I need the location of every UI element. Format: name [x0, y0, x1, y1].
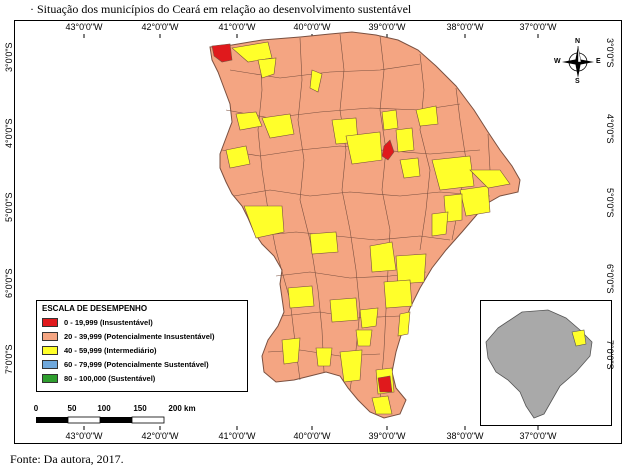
legend-swatch-salmon [42, 331, 58, 341]
south-label: S [575, 78, 580, 85]
compass-rose-icon [562, 45, 594, 78]
lon-label-bottom: 38°0'0"W [446, 431, 484, 441]
map-caption: · Situação dos municípios do Ceará em re… [30, 2, 412, 16]
lon-label-top: 40°0'0"W [293, 22, 331, 32]
legend-item: 20 - 39,999 (Potencialmente Insustentáve… [37, 329, 247, 343]
east-label: E [596, 58, 601, 65]
legend-label: 20 - 39,999 (Potencialmente Insustentáve… [64, 331, 215, 341]
scale-label: 50 [67, 404, 77, 413]
lon-label-top: 38°0'0"W [446, 22, 484, 32]
legend-item: 40 - 59,999 (Intermediário) [37, 343, 247, 357]
inset-frame [480, 300, 612, 426]
legend-label: 0 - 19,999 (Insustentável) [64, 317, 153, 327]
legend-item: 60 - 79,999 (Potencialmente Sustentável) [37, 357, 247, 371]
brazil-inset-map [485, 309, 593, 419]
west-label: W [554, 58, 561, 65]
lon-label-top: 42°0'0"W [141, 22, 179, 32]
legend-item: 80 - 100,000 (Sustentável) [37, 371, 247, 385]
lon-label-top: 43°0'0"W [65, 22, 103, 32]
graticule-ticks [83, 34, 539, 430]
legend-title: ESCALA DE DESEMPENHO [42, 304, 148, 313]
lon-label-top: 39°0'0"W [368, 22, 406, 32]
legend-label: 80 - 100,000 (Sustentável) [64, 373, 156, 383]
lon-label-top: 37°0'0"W [519, 22, 557, 32]
intermediate-municipalities [225, 41, 511, 415]
scale-label: 100 [97, 404, 111, 413]
lon-label-bottom: 42°0'0"W [141, 431, 179, 441]
source-note: Fonte: Da autora, 2017. [10, 452, 124, 466]
north-label: N [575, 38, 581, 45]
lon-label-bottom: 41°0'0"W [218, 431, 256, 441]
lon-label-bottom: 39°0'0"W [368, 431, 406, 441]
lon-label-bottom: 37°0'0"W [519, 431, 557, 441]
lon-label-top: 41°0'0"W [218, 22, 256, 32]
legend-swatch-blue [42, 359, 58, 369]
legend-swatch-yellow [42, 345, 58, 355]
legend-swatch-red [42, 317, 58, 327]
scale-label: 200 km [168, 404, 196, 413]
lon-label-bottom: 43°0'0"W [65, 431, 103, 441]
scale-bar [36, 416, 165, 424]
legend-swatch-green [42, 373, 58, 383]
ceara-highlight [571, 329, 587, 347]
scale-label: 150 [133, 404, 147, 413]
legend-item: 0 - 19,999 (Insustentável) [37, 315, 247, 329]
lon-label-bottom: 40°0'0"W [293, 431, 331, 441]
legend: ESCALA DE DESEMPENHO 0 - 19,999 (Insuste… [36, 300, 248, 392]
scale-label: 0 [33, 404, 39, 413]
unsustainable-municipalities [211, 43, 395, 393]
legend-label: 40 - 59,999 (Intermediário) [64, 345, 157, 355]
legend-label: 60 - 79,999 (Potencialmente Sustentável) [64, 359, 209, 369]
